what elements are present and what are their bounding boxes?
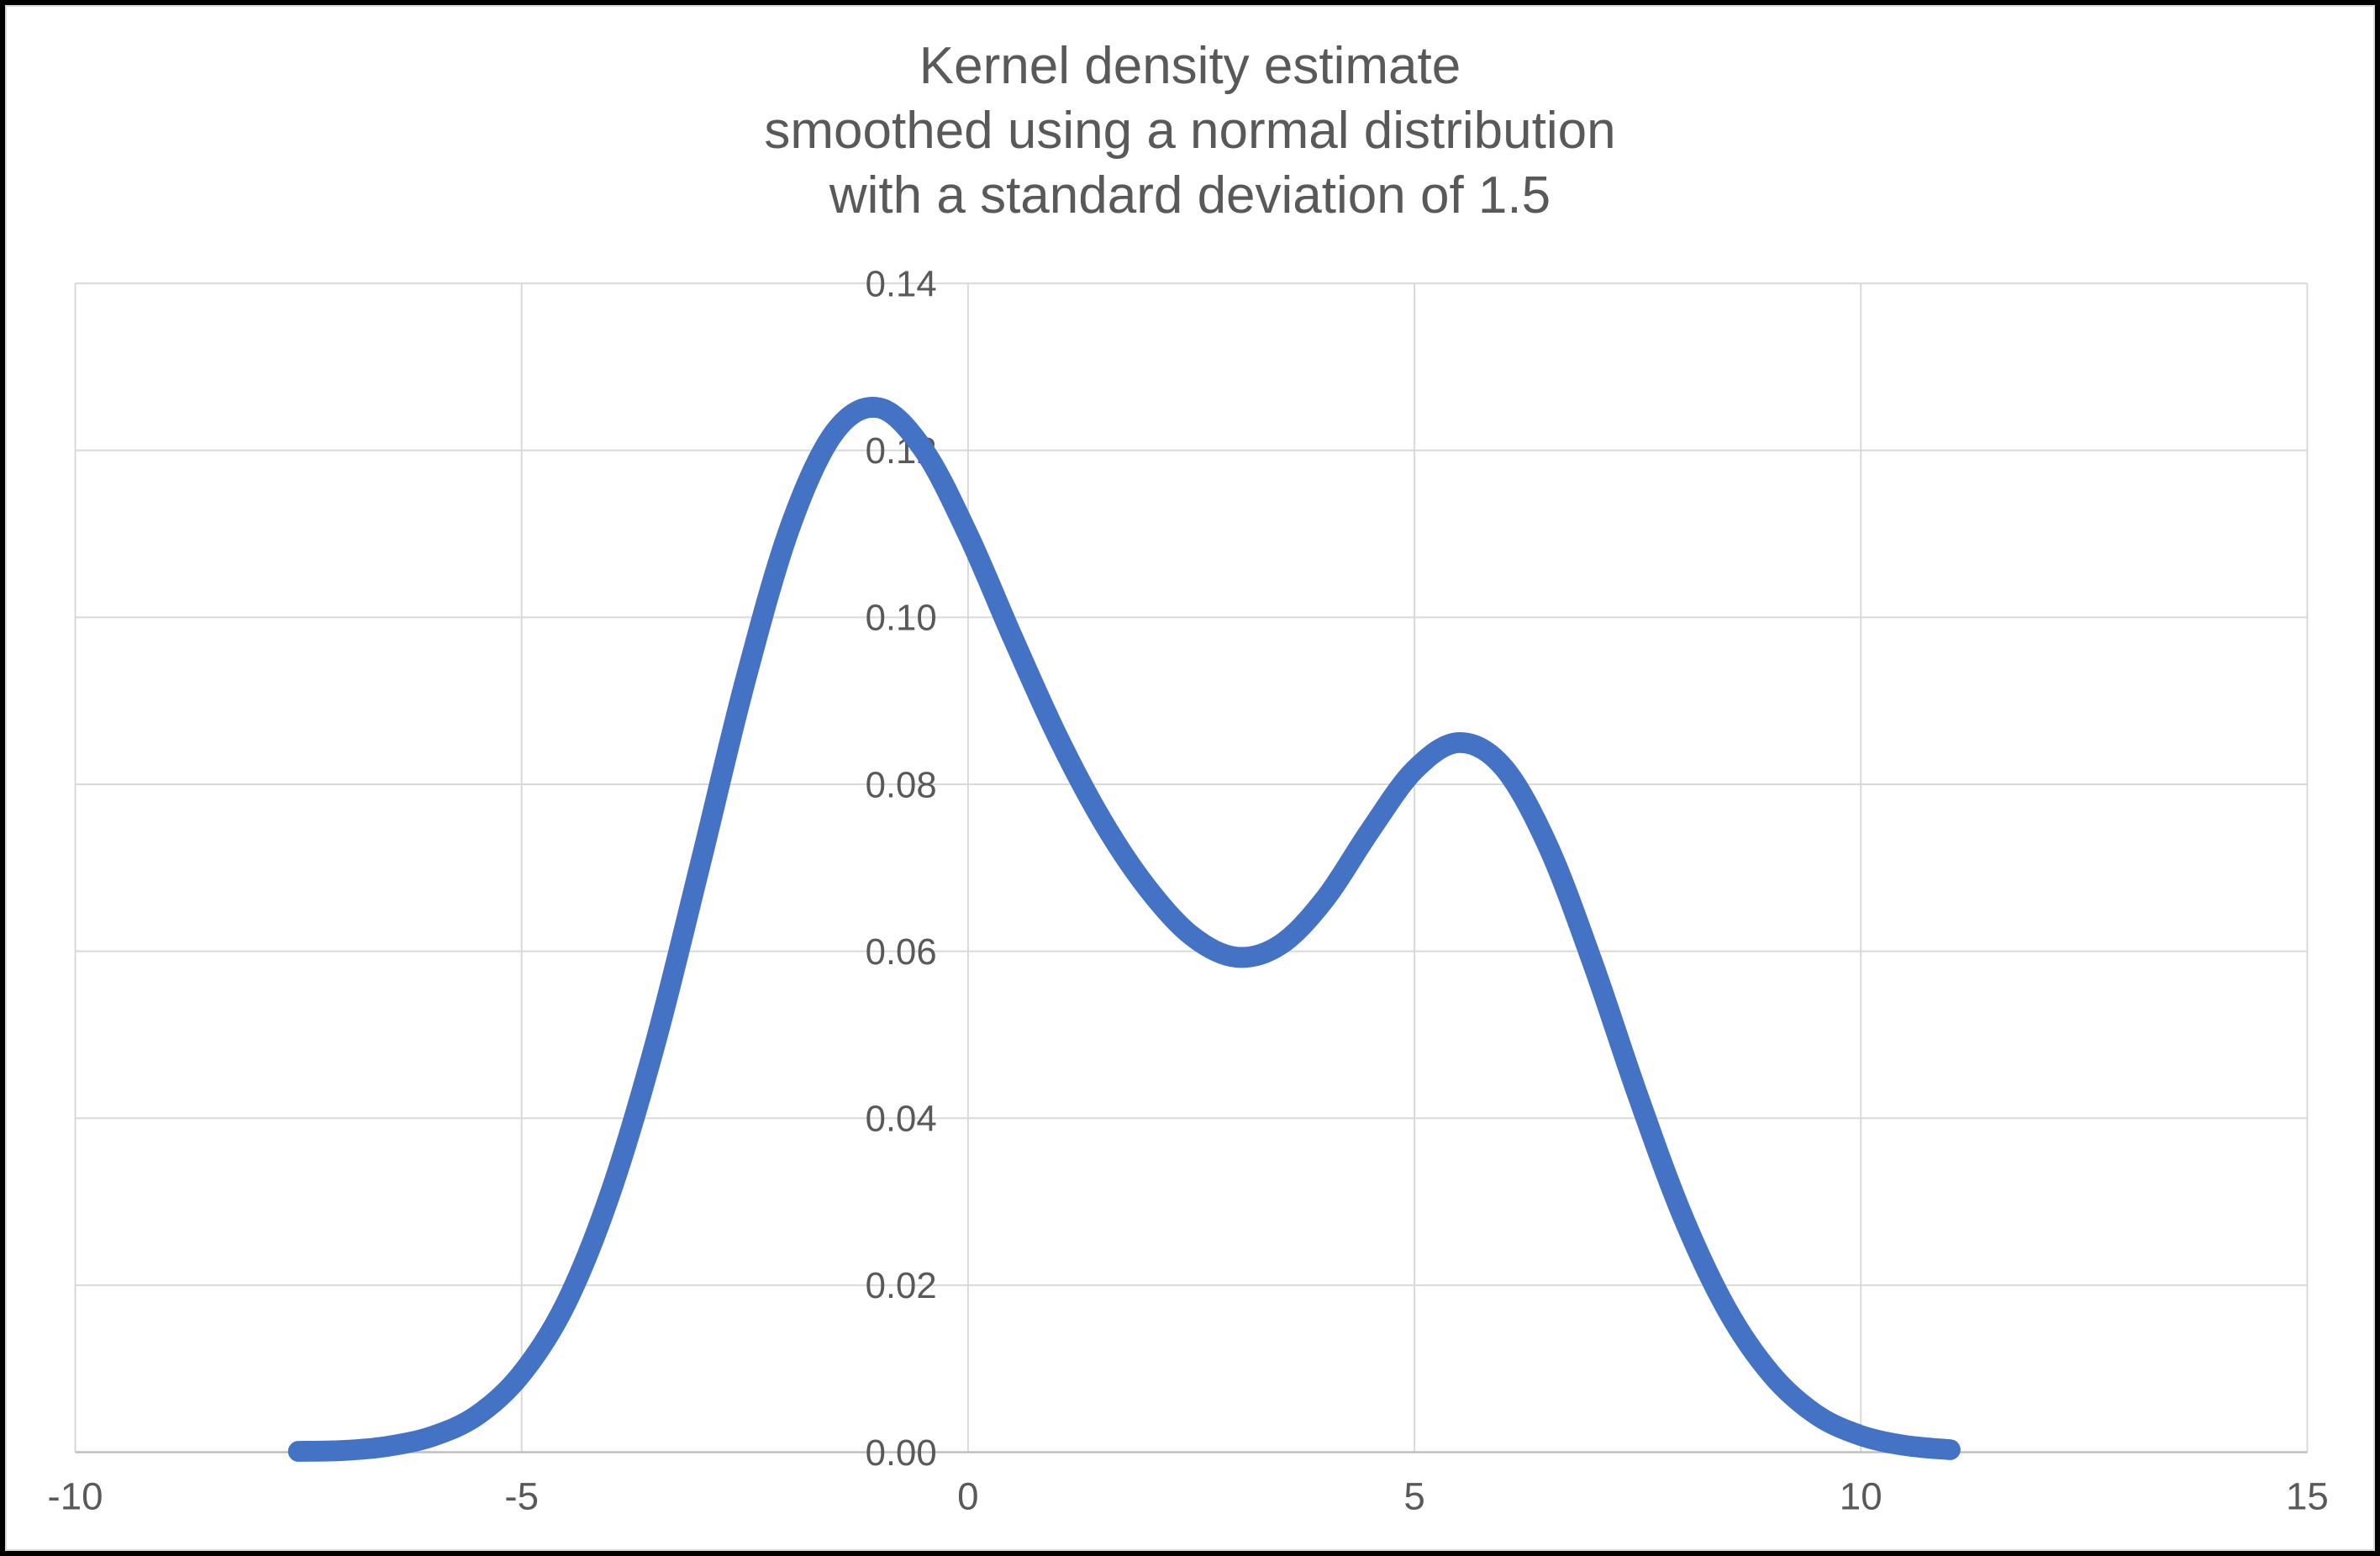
y-tick-label: 0.00: [866, 1432, 937, 1474]
y-tick-label: 0.02: [866, 1265, 937, 1306]
x-tick-label: 15: [2286, 1474, 2329, 1517]
x-tick-label: 0: [957, 1474, 978, 1517]
y-tick-label: 0.06: [866, 931, 937, 973]
y-tick-label: 0.08: [866, 764, 937, 805]
x-tick-label: -10: [47, 1474, 103, 1517]
kde-curve: [287, 397, 1961, 1462]
y-tick-label: 0.14: [866, 263, 937, 304]
chart-area: Kernel density estimate smoothed using a…: [5, 5, 2375, 1551]
chart-canvas: 0.000.020.040.060.080.100.120.14-10 -5 0 5 1…: [47, 263, 2329, 1517]
y-tick-label: 0.10: [866, 598, 937, 639]
y-tick-label: 0.04: [866, 1099, 937, 1140]
chart-title: Kernel density estimate smoothed using a…: [764, 37, 1616, 224]
x-tick-label: 10: [1840, 1474, 1882, 1517]
x-tick-label: -5: [504, 1474, 539, 1517]
x-tick-label: 5: [1403, 1474, 1424, 1517]
